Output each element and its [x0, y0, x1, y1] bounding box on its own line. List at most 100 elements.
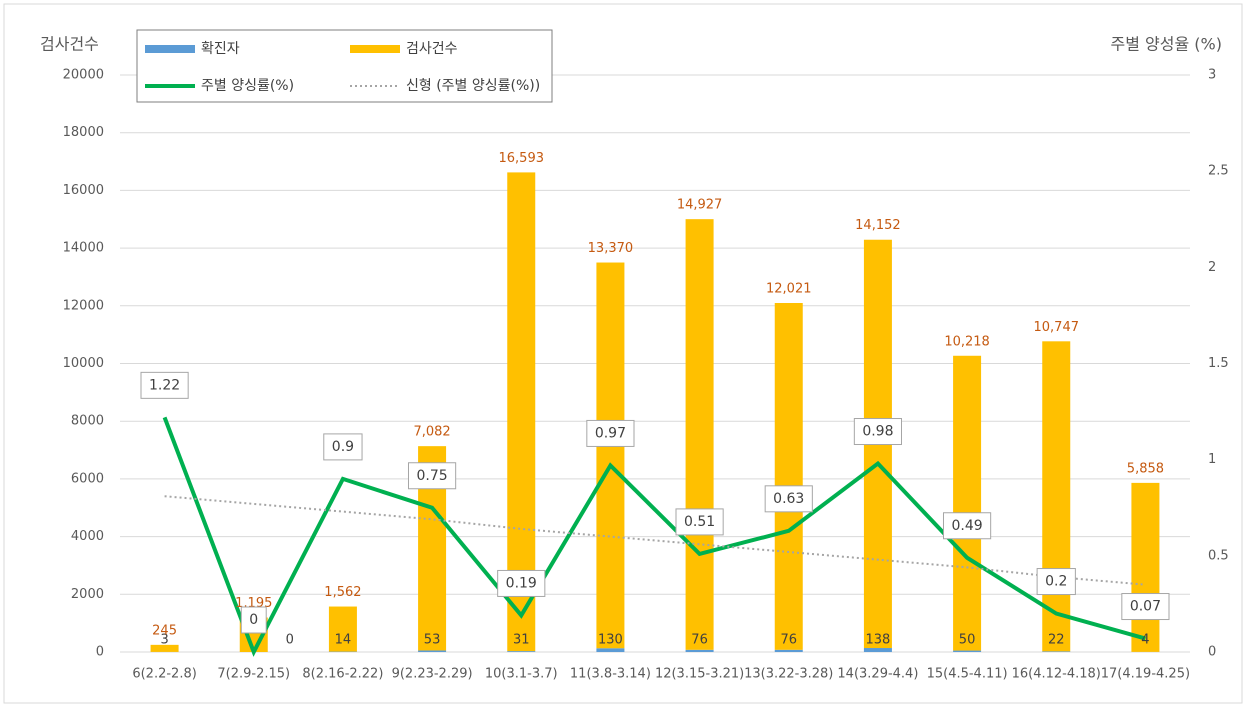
x-tick-label: 7(2.9-2.15) — [217, 667, 290, 682]
x-tick-label: 16(4.12-4.18) — [1012, 667, 1101, 682]
legend-label: 검사건수 — [406, 41, 458, 57]
y-tick-label: 0 — [96, 645, 104, 660]
data-label: 3 — [160, 633, 168, 648]
data-label: 16,593 — [499, 151, 545, 166]
line-label: 0.9 — [323, 433, 363, 461]
line-label: 0.49 — [942, 512, 992, 540]
y2-tick-label: 2.5 — [1208, 164, 1229, 179]
line-label-text: 1.22 — [149, 377, 180, 393]
data-label: 7,082 — [413, 425, 450, 440]
line-label: 0.97 — [586, 419, 635, 447]
data-label: 14 — [335, 633, 352, 648]
data-label: 76 — [691, 633, 708, 648]
y-tick-label: 20000 — [63, 68, 104, 83]
line-label: 0.98 — [853, 418, 903, 446]
line-label: 0.07 — [1121, 593, 1170, 621]
legend-label: 신형 (주별 양싱률(%)) — [406, 78, 540, 94]
line-label: 0.2 — [1036, 568, 1076, 596]
data-label: 10,747 — [1034, 320, 1080, 335]
x-tick-label: 12(3.15-3.21) — [655, 667, 744, 682]
data-label: 53 — [424, 633, 441, 648]
data-label: 14,152 — [855, 218, 901, 233]
line-label: 0.63 — [764, 485, 813, 513]
y-tick-label: 16000 — [63, 183, 104, 198]
x-tick-label: 10(3.1-3.7) — [485, 667, 558, 682]
legend-box — [136, 29, 553, 103]
data-label: 22 — [1048, 633, 1065, 648]
bar — [953, 355, 982, 651]
bar — [596, 648, 625, 652]
data-label: 1,562 — [324, 585, 361, 600]
y-tick-label: 4000 — [71, 529, 104, 544]
data-label: 31 — [513, 633, 530, 648]
data-label: 10,218 — [944, 334, 990, 349]
line-label-box — [764, 485, 813, 513]
data-label: 14,927 — [677, 198, 723, 213]
line-label-text: 0.9 — [332, 439, 354, 455]
data-label: 4 — [1141, 633, 1149, 648]
data-label: 50 — [959, 633, 976, 648]
bar — [328, 606, 357, 652]
x-tick-label: 17(4.19-4.25) — [1101, 667, 1190, 682]
bar — [774, 649, 803, 652]
bar — [863, 648, 892, 652]
data-label: 245 — [152, 623, 177, 638]
x-tick-label: 11(3.8-3.14) — [570, 667, 651, 682]
line-label-text: 0.49 — [951, 518, 982, 534]
data-label: 130 — [598, 633, 623, 648]
y-tick-label: 12000 — [63, 298, 104, 313]
line-label: 0.75 — [407, 462, 457, 490]
line-label-box — [240, 606, 267, 634]
line-label-text: 0.97 — [595, 425, 626, 441]
line — [162, 416, 1146, 657]
line-label-box — [323, 433, 363, 461]
legend-swatch — [145, 45, 195, 53]
y-tick-label: 14000 — [63, 241, 104, 256]
y-tick-label: 8000 — [71, 414, 104, 429]
line-label-text: 0.07 — [1130, 599, 1161, 615]
line-label: 0.19 — [497, 569, 546, 597]
bar — [1042, 341, 1071, 652]
data-label: 13,370 — [588, 241, 634, 256]
line-label-text: 0.75 — [416, 468, 447, 484]
line-label: 1.22 — [140, 371, 189, 399]
line-label-text: 0.63 — [773, 491, 804, 507]
line-label: 0 — [240, 606, 267, 634]
line-label-box — [586, 419, 635, 447]
data-label: 138 — [866, 633, 891, 648]
line-label-box — [140, 371, 189, 399]
x-tick-label: 6(2.2-2.8) — [132, 667, 196, 682]
data-label: 5,858 — [1127, 461, 1164, 476]
bar — [507, 651, 536, 652]
line-label-text: 0 — [249, 612, 258, 628]
bar — [1042, 651, 1071, 652]
legend-swatch — [350, 45, 400, 53]
line-label-text: 0.51 — [684, 514, 715, 530]
bar — [150, 644, 179, 652]
line-label-box — [675, 508, 724, 536]
line-label-box — [942, 512, 992, 540]
line-label-text: 0.19 — [506, 575, 537, 591]
y-tick-label: 6000 — [71, 471, 104, 486]
y2-tick-label: 0 — [1208, 645, 1216, 660]
y-tick-label: 10000 — [63, 356, 104, 371]
bar — [685, 219, 714, 650]
line-label-box — [407, 462, 457, 490]
trendline — [164, 495, 1146, 586]
y2-tick-label: 0.5 — [1208, 548, 1229, 563]
data-label: 12,021 — [766, 282, 812, 297]
y2-tick-label: 2 — [1208, 260, 1216, 275]
y2-tick-label: 1 — [1208, 452, 1216, 467]
x-tick-label: 14(3.29-4.4) — [837, 667, 918, 682]
line-label-text: 0.2 — [1045, 574, 1067, 590]
data-label: 0 — [286, 633, 294, 648]
data-label: 76 — [780, 633, 797, 648]
y2-tick-label: 3 — [1208, 68, 1216, 83]
y-axis-title: 검사건수 — [40, 35, 99, 54]
legend-label: 주별 양싱률(%) — [201, 78, 294, 94]
line-label-box — [497, 569, 546, 597]
bar — [596, 262, 625, 649]
y-tick-label: 2000 — [71, 587, 104, 602]
